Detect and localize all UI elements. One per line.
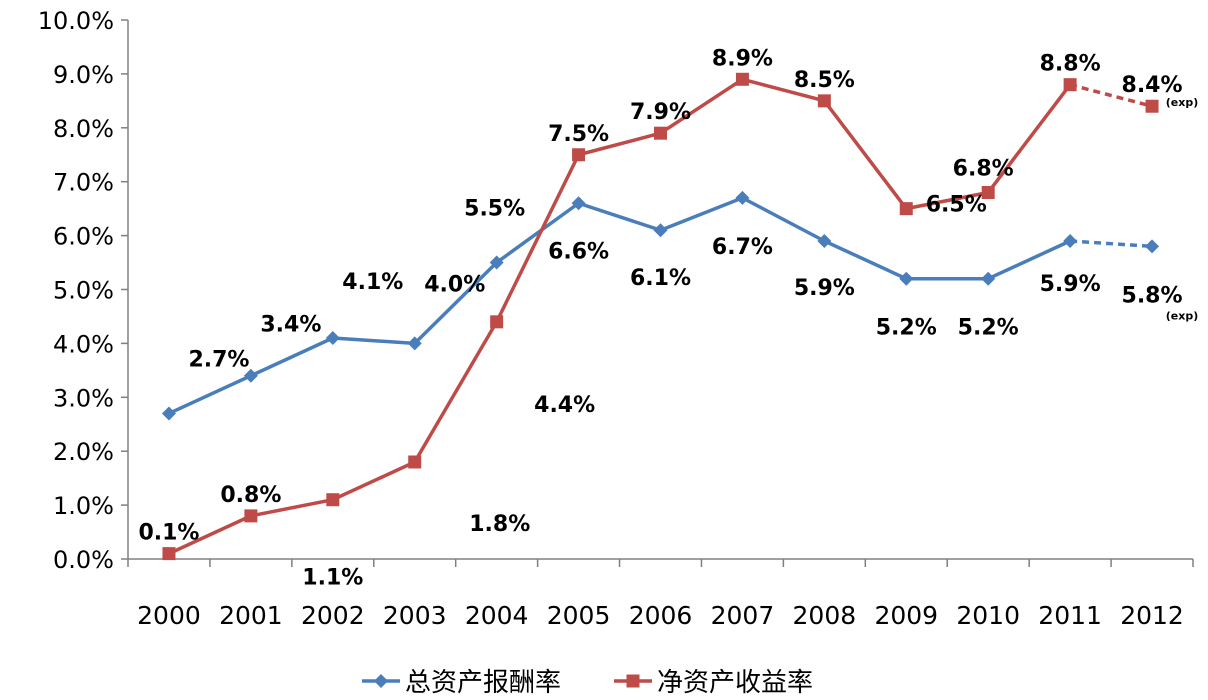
series-marker-square: [408, 455, 422, 469]
legend-item: 总资产报酬率: [362, 668, 561, 698]
data-label: 5.5%: [464, 197, 525, 222]
legend-item: 净资产收益率: [614, 668, 813, 698]
x-tick-label: 2005: [547, 601, 611, 630]
data-label: 6.6%: [548, 239, 609, 264]
data-label: 6.5%: [926, 193, 987, 218]
data-label: 4.4%: [534, 393, 595, 418]
x-tick-label: 2011: [1038, 601, 1102, 630]
series-marker-diamond: [243, 368, 258, 383]
y-tick-label: 4.0%: [53, 330, 114, 358]
data-label: 0.8%: [220, 483, 281, 508]
series-marker-square: [162, 547, 176, 561]
x-tick-label: 2004: [465, 601, 529, 630]
x-tick-label: 2003: [383, 601, 447, 630]
series-marker-diamond: [161, 406, 176, 421]
series-marker-square: [326, 493, 340, 507]
data-label: 4.0%: [424, 272, 485, 297]
data-label: 3.4%: [260, 313, 321, 338]
legend-marker-diamond: [374, 674, 388, 688]
x-tick-label: 2007: [711, 601, 775, 630]
data-label: 6.7%: [712, 235, 773, 260]
x-tick-label: 2002: [301, 601, 365, 630]
series-marker-square: [1063, 78, 1077, 92]
x-tick-label: 2010: [956, 601, 1020, 630]
series-marker-square: [1145, 99, 1159, 113]
series-line-1: [168, 77, 1072, 556]
series-marker-square: [572, 148, 586, 162]
data-label: 1.8%: [469, 512, 530, 537]
series-marker-square: [654, 126, 667, 140]
y-tick-label: 10.0%: [38, 7, 114, 35]
y-tick-label: 9.0%: [53, 61, 114, 89]
data-label: 7.9%: [630, 100, 691, 125]
series-marker-square: [244, 509, 258, 523]
y-tick-label: 5.0%: [53, 277, 114, 305]
series-marker-square: [981, 185, 995, 199]
data-label: 7.5%: [548, 122, 609, 147]
series-projected-line-1: [1069, 82, 1153, 108]
y-tick-label: 8.0%: [53, 115, 114, 143]
series-marker-diamond: [571, 196, 586, 211]
y-tick-label: 1.0%: [53, 492, 114, 520]
series-marker-diamond: [817, 233, 832, 248]
series-marker-diamond: [653, 223, 668, 238]
data-label: 1.1%: [302, 566, 363, 591]
data-label: 5.2%: [958, 316, 1019, 341]
series-projected-line-0: [1070, 239, 1153, 249]
y-tick-label: 6.0%: [53, 223, 114, 251]
x-tick-label: 2001: [219, 601, 283, 630]
legend-label: 总资产报酬率: [405, 668, 561, 698]
data-label: 5.9%: [794, 276, 855, 301]
series-marker-diamond: [325, 331, 340, 346]
y-tick-label: 7.0%: [53, 169, 114, 197]
expected-note: (exp): [1166, 309, 1198, 322]
markers-layer: [161, 72, 1160, 561]
series-marker-diamond: [735, 190, 750, 205]
data-label: 6.8%: [953, 156, 1014, 181]
series-line-0: [168, 196, 1071, 416]
y-tick-label: 0.0%: [53, 546, 114, 574]
legend-label: 净资产收益率: [657, 668, 813, 698]
data-label: 4.1%: [342, 270, 403, 295]
data-label: 5.2%: [876, 316, 937, 341]
series-marker-square: [817, 94, 831, 108]
y-tick-label: 2.0%: [53, 438, 114, 466]
series-marker-square: [735, 72, 749, 86]
data-label: 8.8%: [1040, 52, 1101, 77]
legend-marker-square: [626, 674, 640, 688]
series-marker-diamond: [407, 336, 422, 351]
data-label: 5.9%: [1040, 272, 1101, 297]
data-label: 2.7%: [188, 347, 249, 372]
series-marker-diamond: [1063, 233, 1078, 248]
data-label: 8.4%: [1122, 73, 1183, 98]
x-tick-label: 2012: [1120, 601, 1184, 630]
lines-layer: [168, 77, 1153, 556]
x-tick-label: 2009: [874, 601, 938, 630]
y-tick-label: 3.0%: [53, 384, 114, 412]
data-label: 6.1%: [630, 266, 691, 291]
series-marker-square: [490, 315, 504, 329]
data-label: 8.5%: [794, 68, 855, 93]
axes-layer: 0.0% 1.0% 2.0% 3.0% 4.0% 5.0% 6.0% 7.0% 8.0% 9.0%…: [38, 7, 1194, 630]
series-marker-square: [899, 202, 913, 216]
series-marker-diamond: [981, 271, 996, 286]
data-label: 0.1%: [138, 521, 199, 546]
x-tick-label: 2008: [793, 601, 857, 630]
x-tick-label: 2000: [137, 601, 201, 630]
expected-note: (exp): [1166, 96, 1198, 109]
series-marker-diamond: [1145, 239, 1160, 254]
legend: 总资产报酬率 净资产收益率: [362, 668, 813, 698]
x-tick-label: 2006: [629, 601, 693, 630]
data-label: 8.9%: [712, 46, 773, 71]
data-label: 5.8%: [1122, 283, 1183, 308]
series-marker-diamond: [489, 255, 504, 270]
series-marker-diamond: [899, 271, 914, 286]
data-labels-layer: 2.7% 3.4% 4.1% 4.0% 5.5% 6.6% 6.1% 6.7% 5.9% 5.2%…: [138, 46, 1198, 590]
